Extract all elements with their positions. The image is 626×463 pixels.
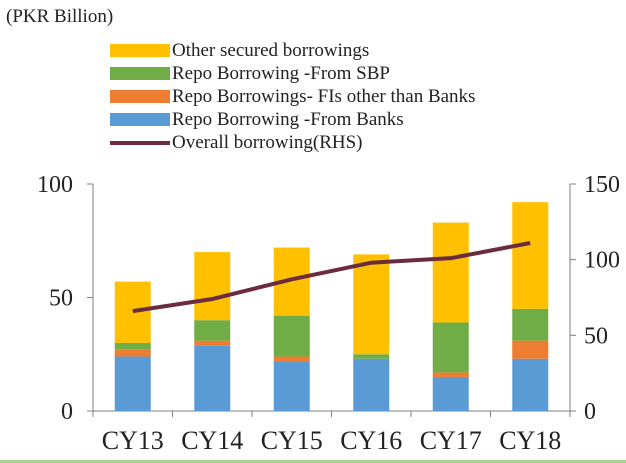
bar-repo-borrowing-from-banks-cy17 xyxy=(432,376,469,411)
bar-repo-borrowings-fis-other-than-banks-cy18 xyxy=(512,340,549,359)
bar-repo-borrowing-from-banks-cy18 xyxy=(512,358,549,411)
legend-swatch xyxy=(110,140,170,145)
y-right-tick-label: 100 xyxy=(584,248,620,274)
legend-item-repo-borrowing-from-sbp: Repo Borrowing -From SBP xyxy=(110,62,475,85)
bar-other-secured-borrowings-cy14 xyxy=(194,252,231,321)
bar-repo-borrowing-from-banks-cy15 xyxy=(273,361,310,411)
bar-other-secured-borrowings-cy17 xyxy=(432,222,469,323)
y-left-tick-label: 100 xyxy=(37,172,73,198)
legend-swatch xyxy=(110,44,170,57)
legend-label: Overall borrowing(RHS) xyxy=(172,131,363,153)
legend-item-other-secured-borrowings: Other secured borrowings xyxy=(110,39,475,62)
bar-repo-borrowing-from-sbp-cy17 xyxy=(432,322,469,373)
bar-repo-borrowings-fis-other-than-banks-cy13 xyxy=(114,349,151,357)
legend-swatch xyxy=(110,113,170,126)
legend-label: Repo Borrowing -From Banks xyxy=(172,108,404,130)
y-right-tick-label: 150 xyxy=(584,172,620,198)
legend-label: Other secured borrowings xyxy=(172,39,370,61)
y-left-tick-label: 50 xyxy=(49,286,73,312)
bar-other-secured-borrowings-cy13 xyxy=(114,281,151,343)
bar-repo-borrowing-from-banks-cy13 xyxy=(114,356,151,411)
bar-other-secured-borrowings-cy18 xyxy=(512,202,549,309)
legend-item-overall-borrowing-rhs: Overall borrowing(RHS) xyxy=(110,131,475,154)
x-tick-label: CY13 xyxy=(102,426,164,455)
bar-repo-borrowing-from-sbp-cy14 xyxy=(194,320,231,341)
x-tick-label: CY17 xyxy=(420,426,482,455)
bar-repo-borrowings-fis-other-than-banks-cy15 xyxy=(273,356,310,362)
y-right-tick-label: 0 xyxy=(584,399,596,425)
x-tick-label: CY14 xyxy=(181,426,243,455)
legend: Other secured borrowings Repo Borrowing -… xyxy=(110,39,475,154)
y-right-tick-label: 50 xyxy=(584,323,608,349)
x-tick-label: CY15 xyxy=(261,426,323,455)
bar-repo-borrowing-from-sbp-cy18 xyxy=(512,308,549,341)
legend-swatch xyxy=(110,90,170,103)
y-left-tick-label: 0 xyxy=(61,399,73,425)
legend-label: Repo Borrowing -From SBP xyxy=(172,62,390,84)
bar-repo-borrowing-from-banks-cy16 xyxy=(353,358,390,411)
bottom-rule xyxy=(0,460,626,463)
bar-repo-borrowing-from-sbp-cy15 xyxy=(273,315,310,357)
bar-repo-borrowing-from-banks-cy14 xyxy=(194,345,231,411)
legend-label: Repo Borrowings- FIs other than Banks xyxy=(172,85,476,107)
bar-repo-borrowing-from-sbp-cy13 xyxy=(114,342,151,350)
unit-label: (PKR Billion) xyxy=(6,6,114,27)
bar-repo-borrowings-fis-other-than-banks-cy14 xyxy=(194,340,231,346)
legend-swatch xyxy=(110,67,170,80)
bar-other-secured-borrowings-cy16 xyxy=(353,254,390,355)
line-overall-borrowing xyxy=(132,241,531,314)
legend-item-repo-borrowing-from-banks: Repo Borrowing -From Banks xyxy=(110,108,475,131)
x-tick-label: CY16 xyxy=(340,426,402,455)
bar-repo-borrowing-from-sbp-cy16 xyxy=(353,354,390,359)
bar-repo-borrowings-fis-other-than-banks-cy17 xyxy=(432,372,469,377)
legend-item-repo-borrowings-fis-other-than-banks: Repo Borrowings- FIs other than Banks xyxy=(110,85,475,108)
x-tick-label: CY18 xyxy=(499,426,561,455)
